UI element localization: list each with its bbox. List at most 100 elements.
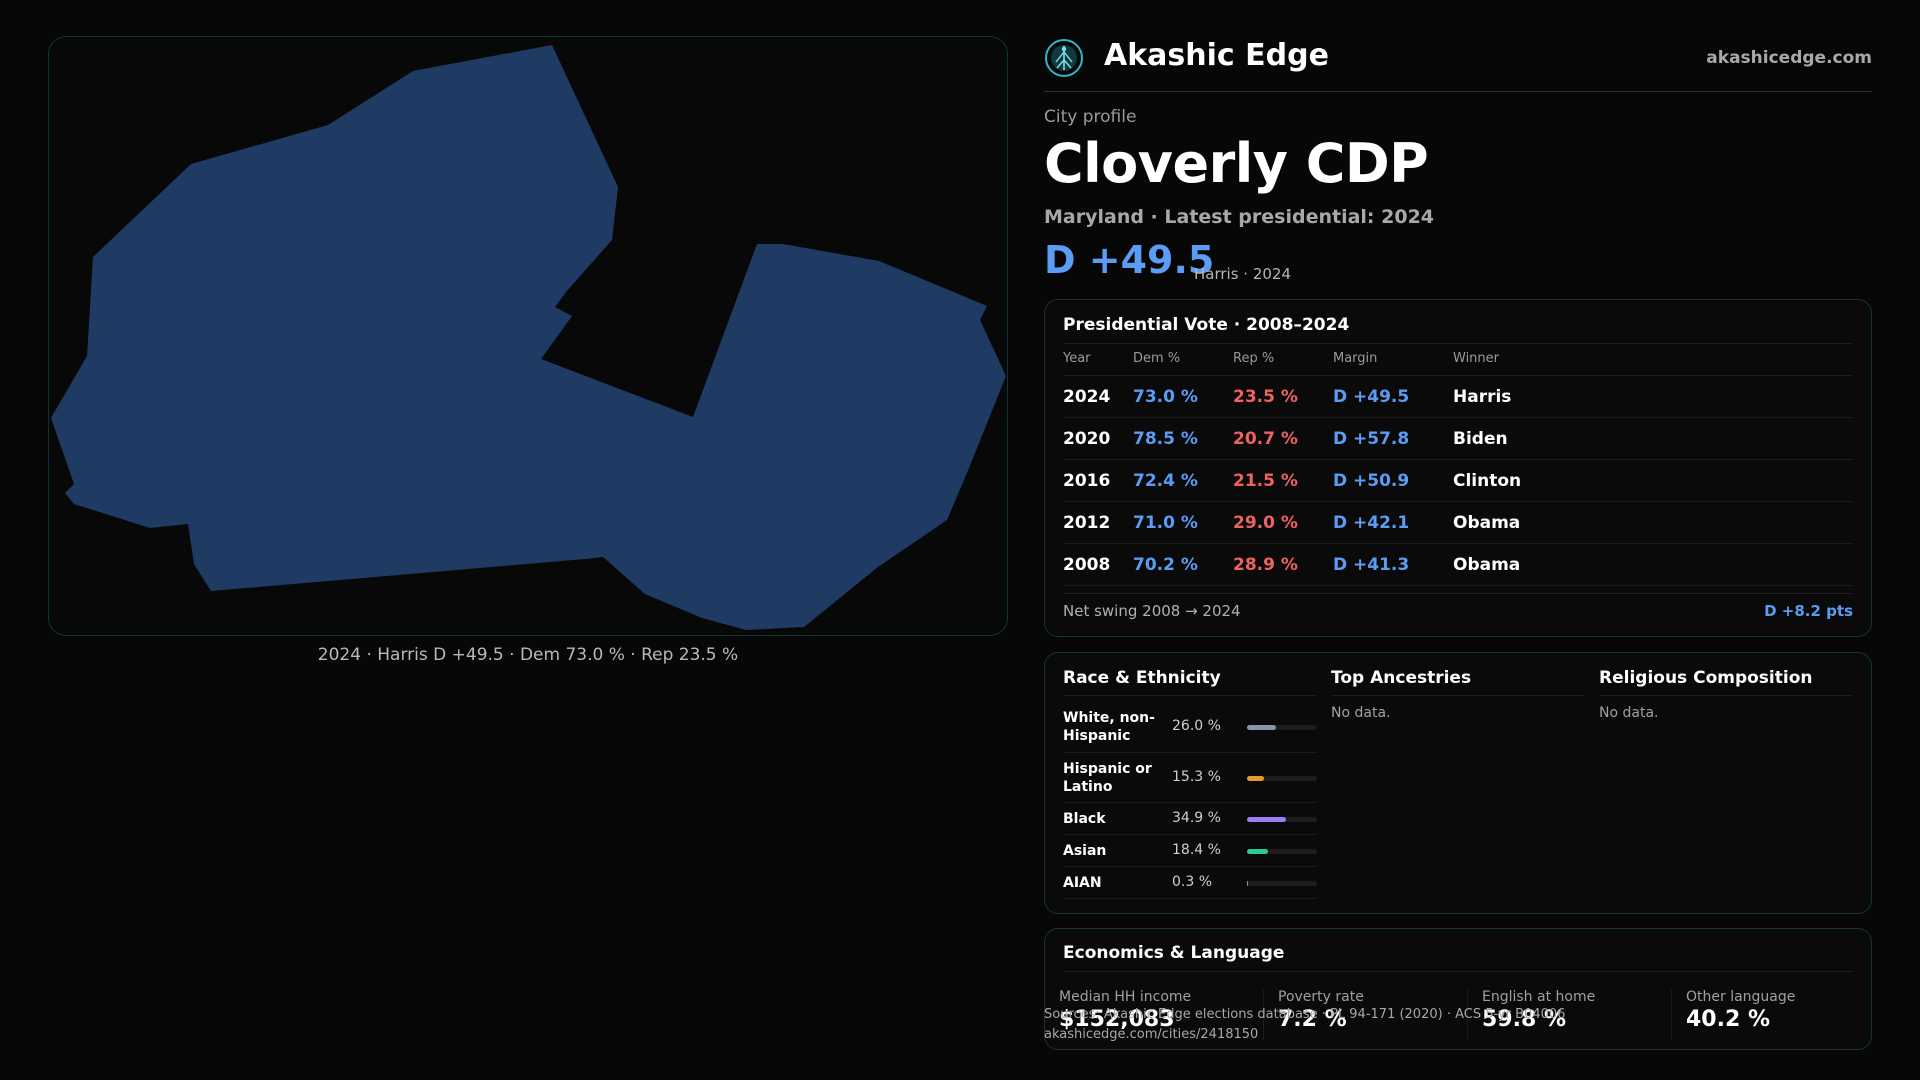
brand-name[interactable]: Akashic Edge (1104, 38, 1329, 73)
sources-text: Sources: Akashic Edge elections database… (1044, 1007, 1566, 1022)
cell-rep: 21.5 % (1233, 471, 1298, 491)
cell-margin: D +49.5 (1333, 387, 1410, 407)
economics-title: Economics & Language (1063, 943, 1285, 963)
race-pct: 34.9 % (1172, 810, 1221, 826)
religious-composition-section: Religious Composition No data. (1599, 653, 1853, 915)
cell-dem: 73.0 % (1133, 387, 1198, 407)
table-row: 2008 70.2 % 28.9 % D +41.3 Obama (1063, 544, 1853, 586)
top-ancestries-title: Top Ancestries (1331, 668, 1472, 688)
race-bar-fill (1247, 849, 1268, 854)
col-header-winner: Winner (1453, 351, 1500, 366)
race-bar-fill (1247, 725, 1277, 730)
stat-english-at-home: English at home 59.8 % (1467, 989, 1659, 1041)
race-ethnicity-title: Race & Ethnicity (1063, 668, 1221, 688)
cell-margin: D +50.9 (1333, 471, 1410, 491)
stat-label: Poverty rate (1278, 989, 1364, 1005)
stat-poverty-rate: Poverty rate 7.2 % (1263, 989, 1455, 1041)
divider (1063, 343, 1853, 344)
city-boundary-map[interactable] (48, 36, 1008, 636)
presidential-vote-title: Presidential Vote · 2008–2024 (1063, 315, 1350, 335)
cell-rep: 23.5 % (1233, 387, 1298, 407)
site-link[interactable]: akashicedge.com (1706, 48, 1872, 68)
cell-winner: Obama (1453, 555, 1521, 575)
cell-year: 2016 (1063, 471, 1111, 491)
race-bar-fill (1247, 776, 1265, 781)
page-subtitle: Maryland · Latest presidential: 2024 (1044, 206, 1435, 228)
latest-margin-note: Harris · 2024 (1194, 265, 1292, 283)
cell-margin: D +42.1 (1333, 513, 1410, 533)
ancestries-empty-text: No data. (1331, 705, 1391, 721)
cell-year: 2020 (1063, 429, 1111, 449)
cell-margin: D +57.8 (1333, 429, 1410, 449)
race-pct: 26.0 % (1172, 718, 1221, 734)
race-label: Black (1063, 811, 1106, 827)
stat-label: English at home (1482, 989, 1596, 1005)
col-header-year: Year (1063, 351, 1091, 366)
religious-composition-title: Religious Composition (1599, 668, 1813, 688)
stat-label: Other language (1686, 989, 1796, 1005)
race-label: White, non-Hispanic (1063, 710, 1155, 744)
stat-value: 59.8 % (1482, 1007, 1566, 1032)
presidential-vote-card: Presidential Vote · 2008–2024 Year Dem %… (1044, 299, 1872, 637)
cell-rep: 29.0 % (1233, 513, 1298, 533)
race-bar-track (1247, 725, 1317, 730)
cell-dem: 71.0 % (1133, 513, 1198, 533)
race-row-asian: Asian 18.4 % (1063, 835, 1317, 867)
cell-rep: 28.9 % (1233, 555, 1298, 575)
race-bar-track (1247, 849, 1317, 854)
cell-dem: 70.2 % (1133, 555, 1198, 575)
race-bar-track (1247, 817, 1317, 822)
col-header-margin: Margin (1333, 351, 1378, 366)
cell-winner: Clinton (1453, 471, 1522, 491)
stat-value: $152,083 (1059, 1007, 1175, 1032)
race-pct: 18.4 % (1172, 842, 1221, 858)
race-bar-track (1247, 776, 1317, 781)
cell-margin: D +41.3 (1333, 555, 1410, 575)
demographics-card: Race & Ethnicity White, non-Hispanic 26.… (1044, 652, 1872, 914)
divider (1063, 971, 1853, 972)
race-bar-track (1247, 881, 1317, 886)
table-row: 2016 72.4 % 21.5 % D +50.9 Clinton (1063, 460, 1853, 502)
religion-empty-text: No data. (1599, 705, 1659, 721)
cell-year: 2024 (1063, 387, 1111, 407)
brand-header: Akashic Edge akashicedge.com (1044, 36, 1872, 92)
cell-rep: 20.7 % (1233, 429, 1298, 449)
stat-value: 7.2 % (1278, 1007, 1347, 1032)
cdp-boundary-polygon[interactable] (51, 45, 1006, 630)
col-header-dem: Dem % (1133, 351, 1181, 366)
stat-value: 40.2 % (1686, 1007, 1770, 1032)
stat-median-income: Median HH income $152,083 (1045, 989, 1251, 1041)
table-row: 2020 78.5 % 20.7 % D +57.8 Biden (1063, 418, 1853, 460)
table-row: 2012 71.0 % 29.0 % D +42.1 Obama (1063, 502, 1853, 544)
race-pct: 15.3 % (1172, 769, 1221, 785)
col-header-rep: Rep % (1233, 351, 1275, 366)
race-row-black: Black 34.9 % (1063, 803, 1317, 835)
economics-language-card: Economics & Language Median HH income $1… (1044, 928, 1872, 1050)
page-title: Cloverly CDP (1044, 132, 1429, 195)
net-swing-value: D +8.2 pts (1764, 602, 1853, 620)
race-row-aian: AIAN 0.3 % (1063, 867, 1317, 899)
city-boundary-shape (51, 45, 1006, 630)
top-ancestries-section: Top Ancestries No data. (1331, 653, 1585, 915)
profile-column: Akashic Edge akashicedge.com City profil… (1044, 0, 1872, 1080)
page-url-link[interactable]: akashicedge.com/cities/2418150 (1044, 1027, 1259, 1042)
divider (1331, 695, 1585, 696)
cell-dem: 78.5 % (1133, 429, 1198, 449)
stat-label: Median HH income (1059, 989, 1192, 1005)
cell-winner: Obama (1453, 513, 1521, 533)
cell-dem: 72.4 % (1133, 471, 1198, 491)
race-label: Asian (1063, 843, 1107, 859)
cell-year: 2008 (1063, 555, 1111, 575)
stat-other-language: Other language 40.2 % (1671, 989, 1861, 1041)
race-ethnicity-section: Race & Ethnicity White, non-Hispanic 26.… (1063, 653, 1317, 915)
race-pct: 0.3 % (1172, 874, 1213, 890)
table-row: 2024 73.0 % 23.5 % D +49.5 Harris (1063, 376, 1853, 418)
tree-of-life-icon[interactable] (1044, 38, 1084, 78)
cell-year: 2012 (1063, 513, 1111, 533)
net-swing-label: Net swing 2008 → 2024 (1063, 602, 1241, 620)
race-row-hispanic: Hispanic or Latino 15.3 % (1063, 753, 1317, 803)
latest-margin: D +49.5 (1044, 238, 1215, 282)
race-label: AIAN (1063, 875, 1102, 891)
cell-winner: Biden (1453, 429, 1508, 449)
cell-winner: Harris (1453, 387, 1512, 407)
